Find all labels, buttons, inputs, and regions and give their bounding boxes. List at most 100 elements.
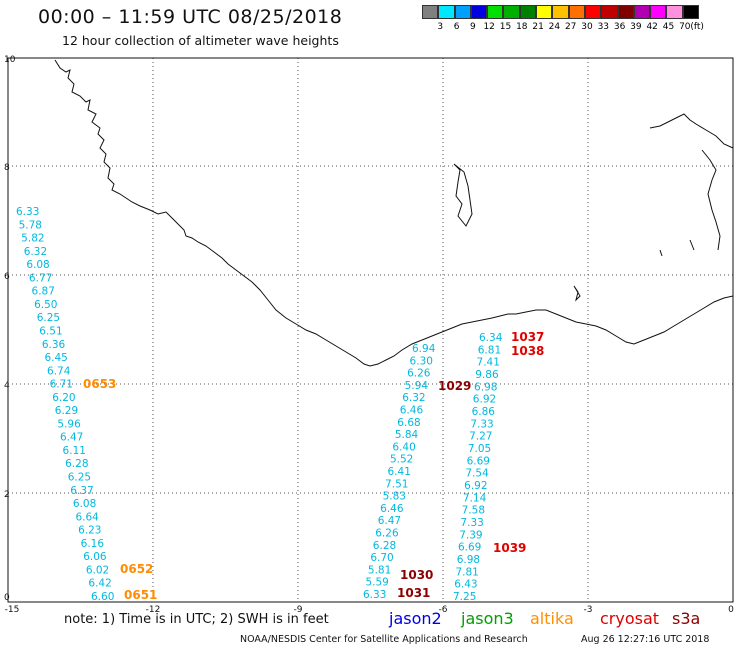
track2-value: 6.26 <box>407 368 431 380</box>
track1-value: 6.20 <box>52 392 75 404</box>
legend-label: 24 <box>548 22 561 32</box>
legend-label: 6 <box>453 22 460 32</box>
legend-label: 42 <box>646 22 658 32</box>
track3-value: 6.69 <box>467 455 490 467</box>
pass-timestamp: 1029 <box>438 379 471 393</box>
legend-swatch <box>633 5 651 19</box>
y-tick-label: 2 <box>4 490 10 500</box>
footer-generated-time: Aug 26 12:27:16 UTC 2018 <box>581 634 710 645</box>
legend-swatch <box>617 5 634 19</box>
track2-value: 6.41 <box>388 466 411 478</box>
pass-timestamp: 1038 <box>511 344 544 358</box>
legend-swatch <box>536 5 553 19</box>
y-axis-ticks: 10 8 6 4 2 0 <box>4 55 16 603</box>
legend-label: 27 <box>564 22 577 32</box>
legend-swatch <box>487 5 504 19</box>
track3-value: 6.86 <box>472 406 496 418</box>
track1-value: 6.29 <box>55 405 78 417</box>
y-tick-label: 4 <box>4 381 10 391</box>
pass-timestamp: 0651 <box>124 588 157 602</box>
legend-swatch <box>422 5 439 19</box>
footer-credit: NOAA/NESDIS Center for Satellite Applica… <box>240 634 528 645</box>
track2-value: 6.40 <box>392 441 415 453</box>
track1-value: 6.64 <box>75 511 99 523</box>
track3-value: 7.27 <box>469 431 492 443</box>
track3-value: 7.54 <box>465 468 489 480</box>
map-title: 00:00 – 11:59 UTC 08/25/2018 <box>38 6 343 28</box>
legend-swatch <box>584 5 602 19</box>
legend-label: 9 <box>470 22 476 32</box>
x-tick-label: -6 <box>439 605 448 615</box>
legend-swatch <box>503 5 520 19</box>
track2-value: 6.33 <box>363 589 386 601</box>
track3-value: 7.41 <box>477 357 500 369</box>
legend-swatch <box>601 5 618 19</box>
footer-note: note: 1) Time is in UTC; 2) SWH is in fe… <box>64 612 329 627</box>
legend-swatch <box>682 5 700 19</box>
track2-value: 5.94 <box>405 380 429 392</box>
track1-value: 6.71 <box>50 379 73 391</box>
map-frame <box>7 57 734 603</box>
pass-timestamp: 0653 <box>83 377 116 391</box>
track1-value: 6.11 <box>63 445 86 457</box>
legend-label: 39 <box>630 22 642 32</box>
track2-value: 6.28 <box>373 540 396 552</box>
track2-value: 6.32 <box>402 392 425 404</box>
track1-value: 6.02 <box>86 564 109 576</box>
legend-label: (ft) <box>690 22 704 32</box>
track1-value: 6.25 <box>37 312 60 324</box>
legend-label: 45 <box>662 22 675 32</box>
wave-height-tracks: 6.335.785.826.326.086.776.876.506.256.51… <box>16 206 503 603</box>
track2-value: 6.26 <box>375 528 399 540</box>
track3-value: 7.81 <box>455 566 478 578</box>
track1-value: 6.51 <box>39 325 62 337</box>
x-tick-label: -12 <box>146 605 161 615</box>
track2-value: 5.52 <box>390 454 413 466</box>
pass-timestamp: 0652 <box>120 562 153 576</box>
track2-value: 6.47 <box>378 515 401 527</box>
legend-swatch <box>519 5 537 19</box>
track1-value: 6.08 <box>73 498 96 510</box>
satellite-legend-cryosat: cryosat <box>600 609 660 628</box>
color-legend-labels: 3 6 9 12 15 18 21 24 27 30 33 36 39 42 45 70 (ft) <box>422 22 740 36</box>
track1-value: 6.50 <box>34 299 57 311</box>
track1-value: 6.16 <box>81 538 105 550</box>
track1-value: 6.32 <box>24 246 47 258</box>
pass-timestamp: 1031 <box>397 586 430 600</box>
satellite-legend-altika: altika <box>530 609 574 628</box>
track2-value: 6.68 <box>397 417 420 429</box>
track1-value: 6.08 <box>26 259 49 271</box>
color-legend <box>422 5 700 19</box>
track3-value: 7.33 <box>460 517 483 529</box>
track3-value: 6.92 <box>464 480 487 492</box>
legend-swatch <box>666 5 683 19</box>
track3-value: 6.81 <box>478 344 501 356</box>
satellite-legend-jason3: jason3 <box>461 609 514 628</box>
track1-value: 6.47 <box>60 432 83 444</box>
track1-value: 5.82 <box>21 233 44 245</box>
track1-value: 6.28 <box>65 458 88 470</box>
legend-label: 70 <box>679 22 691 32</box>
track2-value: 6.46 <box>380 503 404 515</box>
track2-value: 6.70 <box>370 552 393 564</box>
x-tick-label: -3 <box>584 605 593 615</box>
track1-value: 6.45 <box>44 352 67 364</box>
track1-value: 6.06 <box>83 551 107 563</box>
legend-label: 30 <box>581 22 593 32</box>
track2-value: 6.30 <box>410 355 433 367</box>
track3-value: 6.43 <box>454 579 477 591</box>
satellite-legend-s3a: s3a <box>672 609 701 628</box>
track1-value: 5.96 <box>57 418 81 430</box>
track1-value: 6.42 <box>88 578 111 590</box>
x-axis-ticks: -15 -12 -9 -6 -3 0 <box>5 605 734 615</box>
track1-value: 6.33 <box>16 206 39 218</box>
coastline <box>54 59 734 367</box>
track2-value: 5.84 <box>395 429 419 441</box>
track3-value: 7.33 <box>470 418 493 430</box>
legend-label: 36 <box>613 22 626 32</box>
pass-timestamp: 1037 <box>511 330 544 344</box>
track2-value: 5.59 <box>365 577 388 589</box>
track3-value: 9.86 <box>475 369 499 381</box>
